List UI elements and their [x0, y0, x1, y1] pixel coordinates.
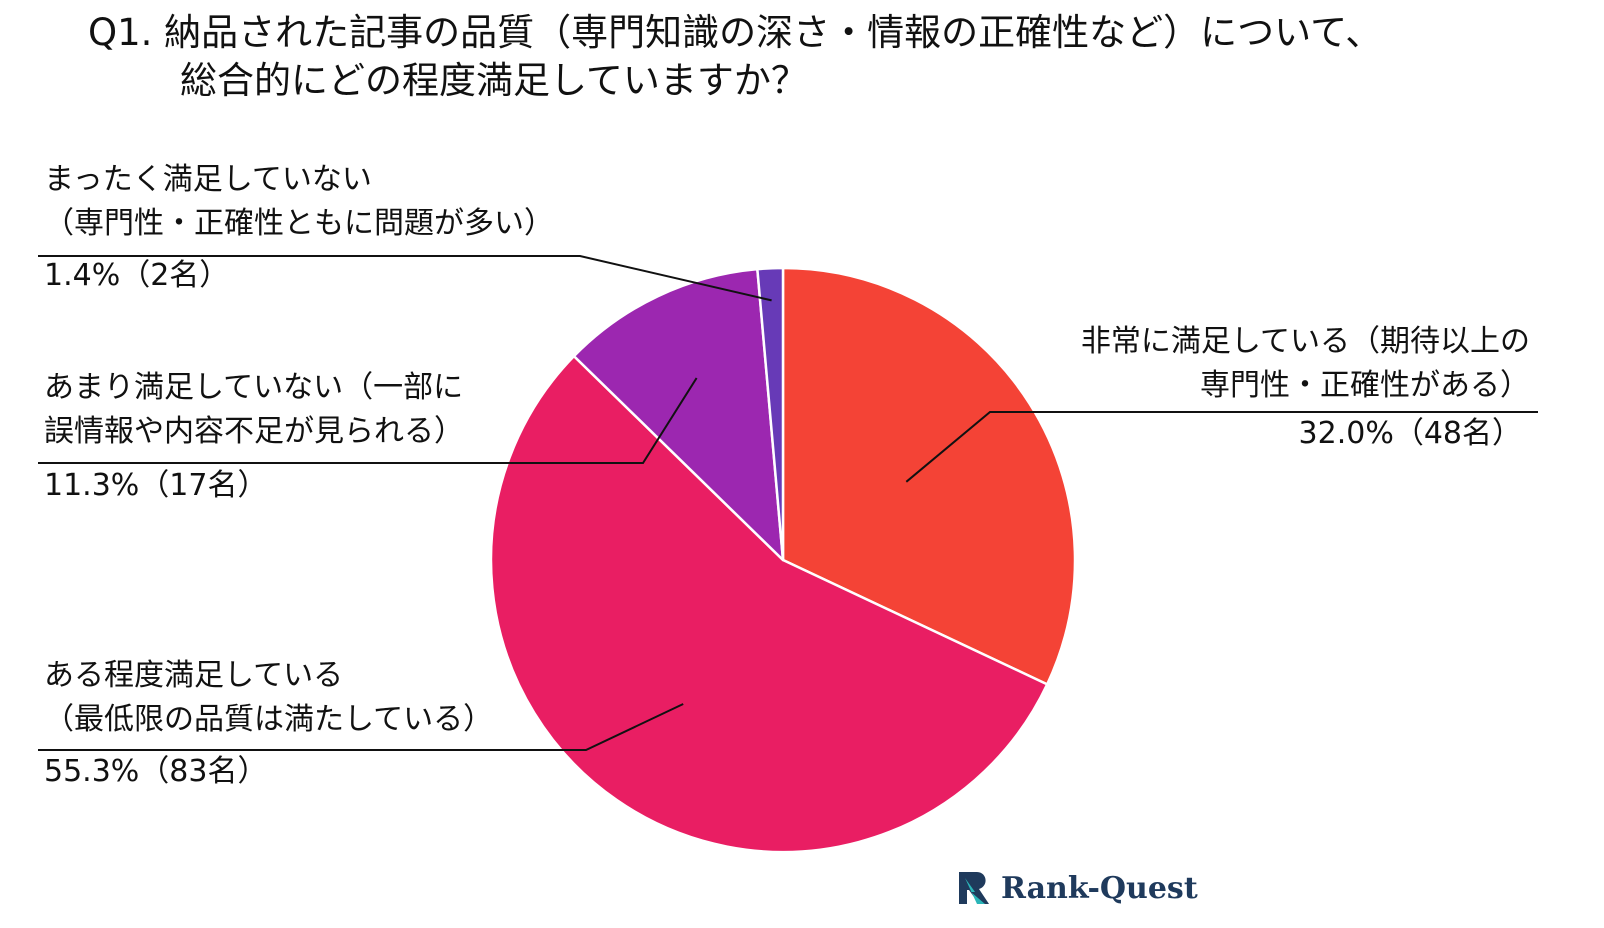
slice-label-line: （最低限の品質は満たしている） — [44, 702, 494, 737]
slice-label-line: （専門性・正確性ともに問題が多い） — [44, 206, 554, 241]
slice-not-satisfied-at-all — [756, 266, 785, 562]
slice-label-somewhat-satisfied: ある程度満足している （最低限の品質は満たしている） 55.3%（83名） — [44, 654, 493, 794]
leader-line — [38, 255, 772, 302]
slice-label-line: 誤情報や内容不足が見られる） — [44, 414, 464, 449]
slice-value-label: 1.4%（2名） — [44, 258, 230, 293]
slice-label-not-very-satisfied: あまり満足していない（一部に 誤情報や内容不足が見られる） 11.3%（17名） — [44, 366, 464, 508]
slice-label-very-satisfied: 非常に満足している（期待以上の 専門性・正確性がある） 32.0%（48名） — [1010, 320, 1530, 456]
slice-very-satisfied — [781, 266, 1077, 686]
slice-somewhat-satisfied — [489, 354, 1049, 854]
rank-quest-logo-icon — [959, 872, 989, 904]
leader-line — [38, 377, 698, 464]
slice-label-not-satisfied-at-all: まったく満足していない （専門性・正確性ともに問題が多い） 1.4%（2名） — [44, 158, 554, 298]
slice-value-label: 11.3%（17名） — [44, 468, 268, 503]
slice-label-line: 専門性・正確性がある） — [1200, 368, 1530, 403]
slice-value-label: 32.0%（48名） — [1298, 416, 1522, 451]
chart-title: Q1. 納品された記事の品質（専門知識の深さ・情報の正確性など）について、 — [88, 11, 1383, 54]
leader-line — [38, 703, 684, 751]
slice-not-very-satisfied — [572, 267, 785, 562]
slice-label-line: 非常に満足している（期待以上の — [1080, 324, 1530, 359]
leader-line — [905, 411, 1538, 483]
rank-quest-logo: Rank-Quest — [955, 868, 1198, 908]
slice-label-line: あまり満足していない（一部に — [44, 370, 464, 405]
slice-label-line: まったく満足していない — [44, 162, 372, 197]
rank-quest-logo-text: Rank-Quest — [1001, 870, 1198, 906]
slice-label-line: ある程度満足している — [44, 658, 344, 693]
slice-value-label: 55.3%（83名） — [44, 754, 268, 789]
chart-subtitle: 総合的にどの程度満足していますか？ — [180, 59, 808, 102]
